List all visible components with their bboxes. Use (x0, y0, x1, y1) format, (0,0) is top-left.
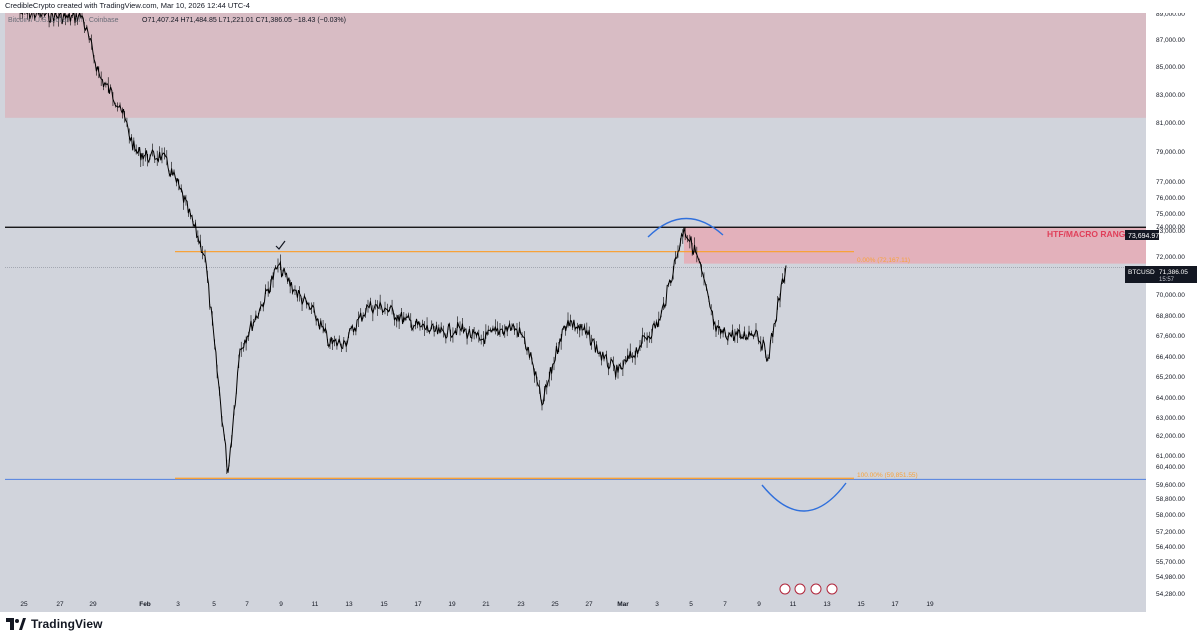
time-tick-label: 23 (517, 601, 525, 608)
fib-100-label: 100.00% (59,851.55) (857, 472, 918, 479)
symbol-title: Bitcoin / U.S. Dollar · 1h · Coinbase (8, 17, 119, 24)
zones-layer (5, 13, 1146, 264)
time-tick-label: 15 (380, 601, 388, 608)
price-tick-label: 63,000.00 (1156, 415, 1185, 422)
time-tick-label: 25 (20, 601, 28, 608)
price-tick-label: 67,600.00 (1156, 333, 1185, 340)
chart-header: CredibleCrypto created with TradingView.… (0, 0, 1200, 13)
time-tick-label: 9 (757, 601, 761, 608)
htf-value-badge-text: 73,694.97 (1128, 233, 1159, 240)
time-tick-label: 13 (823, 601, 831, 608)
time-tick-label: 25 (551, 601, 559, 608)
time-axis-background (0, 598, 1146, 612)
time-tick-label: 11 (790, 601, 797, 608)
symbol-badge (1125, 266, 1197, 283)
price-tick-label: 74,000.00 (1156, 224, 1185, 231)
price-tick-label: 55,700.00 (1156, 559, 1185, 566)
time-tick-label: 5 (212, 601, 216, 608)
candle-countdown: 15:57 (1159, 277, 1175, 283)
time-tick-label: 5 (689, 601, 693, 608)
event-icon[interactable] (794, 583, 806, 595)
price-tick-label: 54,280.00 (1156, 591, 1185, 598)
footer: TradingView (0, 612, 1200, 638)
time-tick-label: 17 (414, 601, 422, 608)
price-tick-label: 77,000.00 (1156, 179, 1185, 186)
price-tick-label: 89,000.00 (1156, 13, 1185, 18)
time-tick-label: Feb (139, 601, 151, 608)
price-chart[interactable]: Bitcoin / U.S. Dollar · 1h · Coinbase O7… (0, 13, 1200, 612)
macro-range-zone (684, 227, 1146, 264)
price-tick-label: 76,000.00 (1156, 195, 1185, 202)
time-tick-label: 11 (312, 601, 319, 608)
price-tick-label: 79,000.00 (1156, 149, 1185, 156)
price-tick-label: 83,000.00 (1156, 92, 1185, 99)
htf-value-badge (1125, 230, 1159, 240)
price-tick-label: 65,200.00 (1156, 374, 1185, 381)
time-tick-label: 19 (448, 601, 456, 608)
time-tick-label: 19 (926, 601, 934, 608)
symbol-badge-name: BTCUSD (1128, 269, 1155, 276)
time-tick-label: 27 (56, 601, 64, 608)
price-tick-label: 54,980.00 (1156, 574, 1185, 581)
time-tick-label: 7 (245, 601, 249, 608)
htf-range-highs-label: HTF/MACRO RANGE HIGHS (1047, 229, 1161, 239)
economic-events[interactable] (779, 583, 838, 595)
price-tick-label: 81,000.00 (1156, 120, 1185, 127)
price-tick-label: 85,000.00 (1156, 64, 1185, 71)
price-axis[interactable]: 89,000.00 87,000.00 85,000.00 83,000.00 81,0… (1146, 13, 1200, 606)
annotations-layer (275, 217, 847, 512)
price-path-layer (19, 13, 787, 474)
price-tick-label: 58,000.00 (1156, 512, 1185, 519)
price-badges: 73,694.97 BTCUSD 71,386.05 15:57 (1125, 230, 1197, 283)
time-tick-label: 7 (723, 601, 727, 608)
fib-0-label: 0.00% (72,167.11) (857, 257, 910, 264)
price-tick-label: 73,000.00 (1156, 228, 1185, 235)
price-tick-label: 58,800.00 (1156, 496, 1185, 503)
price-tick-label: 59,600.00 (1156, 482, 1185, 489)
event-icon[interactable] (779, 583, 791, 595)
arc-top-annotation (647, 217, 724, 238)
event-icon[interactable] (826, 583, 838, 595)
price-tick-label: 66,400.00 (1156, 354, 1185, 361)
ohlc-readout: O71,407.24 H71,484.85 L71,221.01 C71,386… (142, 17, 346, 24)
price-tick-label: 75,000.00 (1156, 211, 1185, 218)
price-tick-label: 64,000.00 (1156, 395, 1185, 402)
time-tick-label: 21 (482, 601, 490, 608)
current-price-text: 71,386.05 (1159, 269, 1188, 276)
time-tick-label: 9 (279, 601, 283, 608)
price-tick-label: 60,400.00 (1156, 464, 1185, 471)
time-tick-label: 15 (857, 601, 865, 608)
price-tick-label: 56,400.00 (1156, 544, 1185, 551)
price-tick-label: 61,000.00 (1156, 453, 1185, 460)
price-tick-label: 68,800.00 (1156, 313, 1185, 320)
tradingview-logo-icon (6, 618, 26, 630)
time-tick-label: 3 (655, 601, 659, 608)
price-tick-label: 70,000.00 (1156, 292, 1185, 299)
horizontal-lines-layer (5, 226, 1146, 480)
time-tick-label: 13 (345, 601, 353, 608)
tradingview-logo[interactable]: TradingView (6, 617, 103, 631)
time-tick-label: 27 (585, 601, 593, 608)
time-tick-label: 17 (891, 601, 899, 608)
price-tick-label: 62,000.00 (1156, 433, 1185, 440)
event-icon[interactable] (810, 583, 822, 595)
time-tick-label: 29 (89, 601, 97, 608)
time-tick-label: 3 (176, 601, 180, 608)
tradingview-brand-text: TradingView (31, 617, 103, 631)
attribution-text: CredibleCrypto created with TradingView.… (5, 1, 250, 10)
price-tick-label: 72,000.00 (1156, 254, 1185, 261)
upper-supply-zone (5, 13, 1146, 118)
price-tick-label: 87,000.00 (1156, 37, 1185, 44)
time-axis[interactable]: 25 27 29 Feb 3 5 7 9 11 13 15 17 19 21 23 25 27 Mar 3 5 7 9 11… (0, 598, 1146, 612)
checkmark-annotation (275, 240, 286, 250)
price-axis-background (1146, 13, 1200, 606)
price-tick-label: 57,200.00 (1156, 529, 1185, 536)
arc-bottom-annotation (761, 482, 847, 512)
time-tick-label: Mar (617, 601, 629, 608)
